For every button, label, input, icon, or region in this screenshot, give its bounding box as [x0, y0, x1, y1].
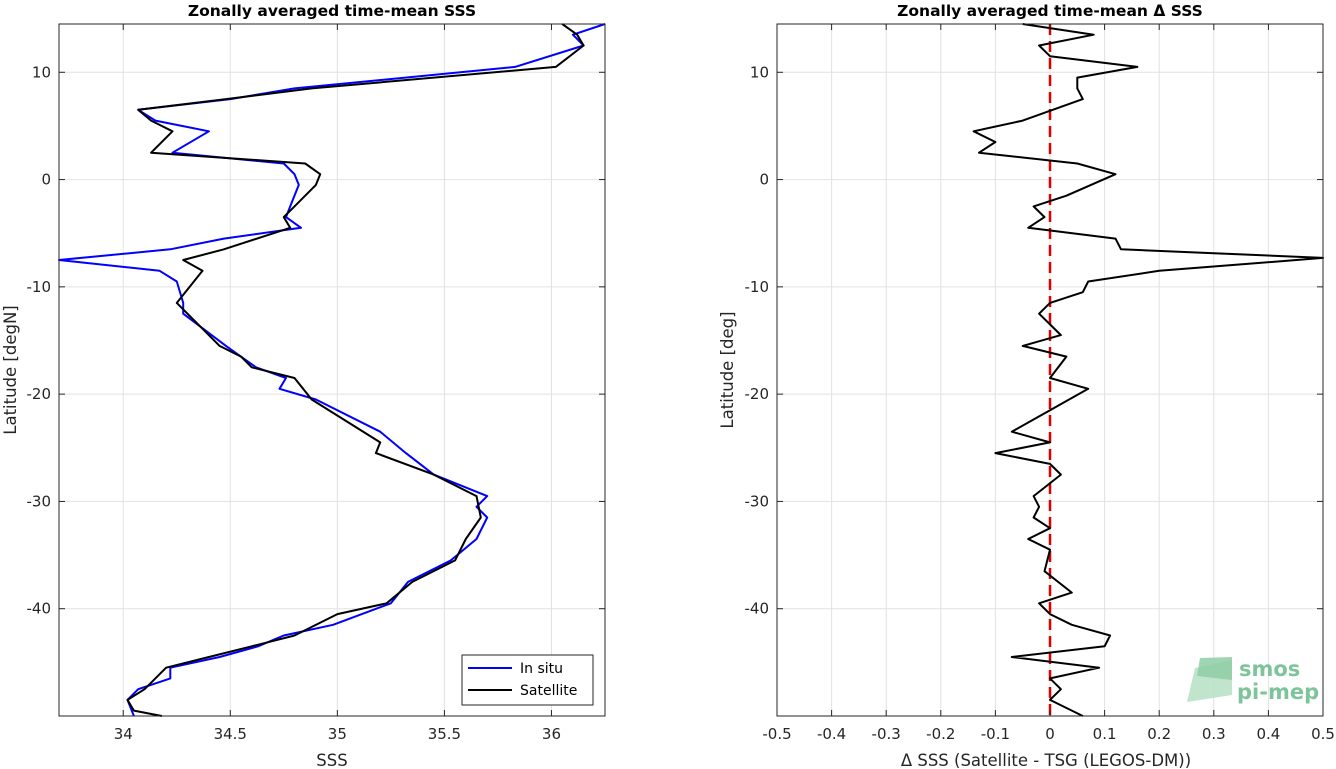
left-y-tick-label: -40 — [27, 600, 52, 618]
left-series-line-in-situ — [58, 23, 606, 717]
right-grid — [777, 24, 1323, 716]
left-y-tick-label: -20 — [27, 385, 52, 403]
left-y-tick-label: -30 — [27, 492, 52, 510]
right-x-tick-label: 0.5 — [1311, 725, 1335, 743]
right-x-tick-label: -0.2 — [926, 725, 955, 743]
left-chart-title: Zonally averaged time-mean SSS — [188, 2, 476, 20]
left-y-tick-label: -10 — [27, 278, 52, 296]
left-y-axis-label: Latitude [degN] — [1, 305, 20, 434]
logo-line1: smos — [1239, 657, 1300, 681]
right-x-axis-label: Δ SSS (Satellite - TSG (LEGOS-DM)) — [901, 751, 1191, 769]
right-x-tick-label: -0.4 — [817, 725, 846, 743]
right-x-tick-label: 0.1 — [1093, 725, 1117, 743]
legend-box — [461, 654, 594, 706]
right-x-tick-label: 0 — [1045, 725, 1055, 743]
right-chart-title: Zonally averaged time-mean Δ SSS — [897, 2, 1203, 20]
legend-in-situ-label: In situ — [520, 661, 563, 677]
left-x-tick-label: 36 — [542, 725, 561, 743]
legend-satellite-label: Satellite — [520, 683, 577, 699]
left-x-tick-label: 34 — [114, 725, 133, 743]
right-series-line-delta-sss — [972, 23, 1324, 717]
left-grid — [59, 24, 605, 716]
right-x-tick-label: -0.1 — [981, 725, 1010, 743]
left-plot-frame — [58, 23, 606, 717]
right-ticks: -0.5 -0.4 -0.3 -0.2 -0.1 0 0.1 0.2 0.3 0.4 0.5 10 0 -… — [745, 24, 1335, 743]
right-y-tick-label: -10 — [745, 278, 770, 296]
left-series-line-satellite — [126, 23, 585, 717]
logo-wave-shape-2 — [1197, 657, 1232, 680]
logo-line2: pi-mep — [1237, 680, 1319, 704]
right-y-tick-label: 10 — [750, 63, 769, 81]
right-x-tick-label: -0.5 — [762, 725, 791, 743]
left-series-group — [58, 23, 606, 717]
left-panel: 34 34.5 35 35.5 36 10 0 -10 -20 -30 -40 Zonally av… — [1, 2, 606, 769]
left-plot-area — [59, 24, 605, 716]
right-y-tick-label: -20 — [745, 385, 770, 403]
right-y-tick-label: -30 — [745, 492, 770, 510]
right-y-tick-label: 0 — [759, 171, 769, 189]
right-panel: smos pi-mep -0.5 -0.4 -0.3 -0.2 -0.1 0 0.1 0.2 0… — [718, 2, 1335, 769]
left-ticks: 34 34.5 35 35.5 36 10 0 -10 -20 -30 -40 — [27, 24, 605, 743]
right-y-tick-label: -40 — [745, 600, 770, 618]
left-y-tick-label: 10 — [32, 63, 51, 81]
left-x-tick-label: 35 — [328, 725, 347, 743]
right-x-tick-label: 0.4 — [1256, 725, 1280, 743]
right-series-group — [972, 23, 1324, 717]
left-x-axis-label: SSS — [316, 751, 347, 769]
right-y-axis-label: Latitude [deg] — [718, 311, 737, 428]
legend: In situ Satellite — [461, 654, 594, 706]
left-x-tick-label: 34.5 — [214, 725, 247, 743]
right-x-tick-label: 0.3 — [1202, 725, 1226, 743]
right-x-tick-label: -0.3 — [872, 725, 901, 743]
smos-pi-mep-logo: smos pi-mep — [1187, 657, 1319, 704]
right-x-tick-label: 0.2 — [1147, 725, 1171, 743]
left-x-tick-label: 35.5 — [428, 725, 461, 743]
left-y-tick-label: 0 — [41, 171, 51, 189]
